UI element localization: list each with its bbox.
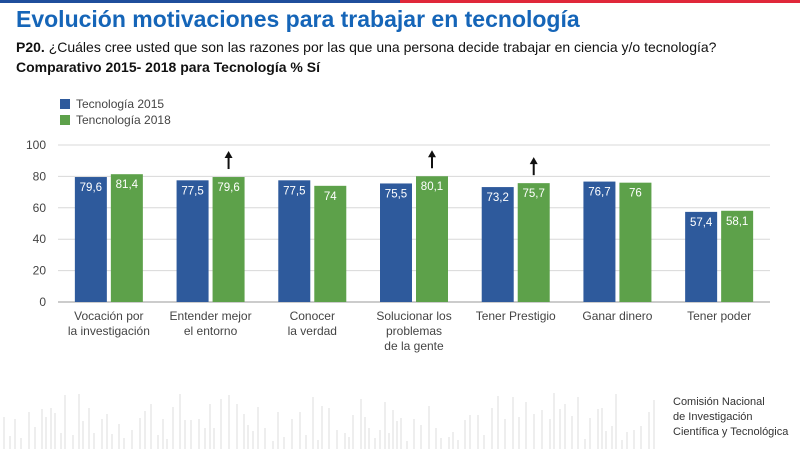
x-tick-label: Conocer: [290, 309, 335, 323]
data-label: 75,5: [385, 188, 407, 200]
x-tick-label: el entorno: [184, 324, 238, 338]
bar: [314, 185, 347, 302]
x-tick-label: Tener Prestigio: [476, 309, 556, 323]
flag-blue-segment: [0, 0, 400, 3]
y-tick-label: 0: [39, 295, 46, 309]
question-body: ¿Cuáles cree usted que son las razones p…: [44, 39, 717, 55]
bar: [278, 180, 311, 302]
bar: [110, 174, 143, 302]
x-tick-label: Entender mejor: [170, 309, 252, 323]
flag-strip: [0, 0, 800, 3]
data-label: 58,1: [726, 216, 748, 228]
bar-chart: 0 20 40 60 80 100 Tecnología 2015 Tencnología 2…: [26, 97, 770, 353]
org-line-2: de Investigación: [673, 411, 753, 423]
bar: [685, 211, 718, 302]
question-number: P20.: [16, 39, 45, 55]
bar: [416, 176, 448, 302]
increase-arrow-head: [529, 157, 538, 165]
y-tick-label: 40: [33, 232, 47, 246]
legend-swatch: [60, 99, 70, 109]
x-tick-label: Vocación por: [74, 309, 143, 323]
increase-arrow-head: [428, 150, 436, 158]
data-label: 57,4: [690, 217, 713, 229]
data-label: 80,1: [421, 181, 443, 193]
question-text: P20. ¿Cuáles cree usted que son las razo…: [16, 39, 716, 55]
chart-subtitle: Comparativo 2015- 2018 para Tecnología %…: [16, 59, 320, 75]
bar: [619, 182, 652, 302]
data-label: 75,7: [523, 188, 545, 200]
flag-red-segment: [400, 0, 800, 3]
bar: [481, 187, 514, 302]
x-tick-label: Tener poder: [687, 309, 751, 323]
data-label: 79,6: [80, 182, 102, 194]
bar: [517, 183, 550, 302]
x-tick-label: la investigación: [68, 324, 150, 338]
y-tick-label: 20: [33, 264, 47, 278]
organization-logo-text: Comisión Nacional de Investigación Cient…: [673, 395, 788, 440]
data-label: 76,7: [588, 187, 610, 199]
x-tick-label: la verdad: [288, 324, 337, 338]
data-label: 76: [629, 188, 642, 200]
x-tick-label: de la gente: [384, 339, 444, 353]
y-tick-label: 60: [33, 201, 47, 215]
bar: [721, 210, 754, 302]
legend-swatch: [60, 115, 70, 125]
data-label: 81,4: [116, 179, 139, 191]
bar: [212, 177, 245, 302]
bar: [380, 183, 412, 302]
y-tick-label: 100: [26, 138, 46, 152]
decorative-bars: [3, 393, 655, 449]
x-tick-label: Solucionar los: [376, 309, 451, 323]
increase-arrow-head: [224, 151, 233, 159]
legend-label: Tecnología 2015: [76, 97, 164, 111]
bar: [583, 181, 616, 302]
data-label: 74: [324, 191, 337, 203]
x-tick-label: Ganar dinero: [582, 309, 652, 323]
legend-label: Tencnología 2018: [76, 113, 171, 127]
org-line-1: Comisión Nacional: [673, 396, 765, 408]
data-label: 79,6: [217, 182, 239, 194]
org-line-3: Científica y Tecnológica: [673, 426, 789, 438]
y-tick-label: 80: [33, 169, 47, 183]
data-label: 77,5: [283, 185, 305, 197]
bar: [176, 180, 209, 302]
x-tick-label: problemas: [386, 324, 442, 338]
data-label: 73,2: [487, 192, 509, 204]
page-title: Evolución motivaciones para trabajar en …: [16, 6, 580, 32]
bar: [74, 177, 107, 302]
data-label: 77,5: [181, 185, 203, 197]
